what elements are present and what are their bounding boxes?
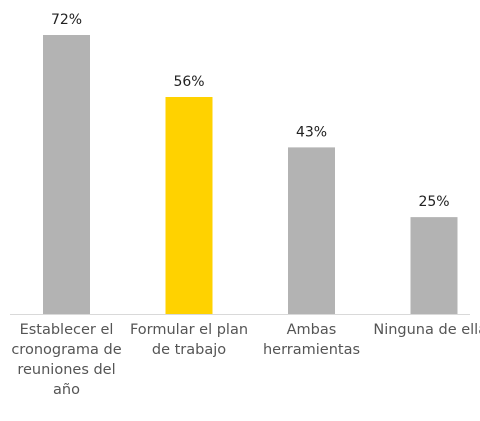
bar [288, 147, 335, 314]
x-tick-label: Ninguna de ellas [373, 322, 480, 338]
x-tick-label: Establecer el cronograma de reuniones de… [11, 322, 122, 398]
value-label: 56% [173, 74, 204, 90]
bar [43, 35, 90, 314]
x-tick-label: Formular el plan de trabajo [129, 322, 249, 358]
value-label: 25% [418, 194, 449, 210]
value-label: 72% [51, 12, 82, 28]
value-label: 43% [296, 124, 327, 140]
bar [410, 217, 458, 314]
bar [165, 97, 213, 314]
x-tick-label: Ambas herramientas [262, 322, 361, 358]
